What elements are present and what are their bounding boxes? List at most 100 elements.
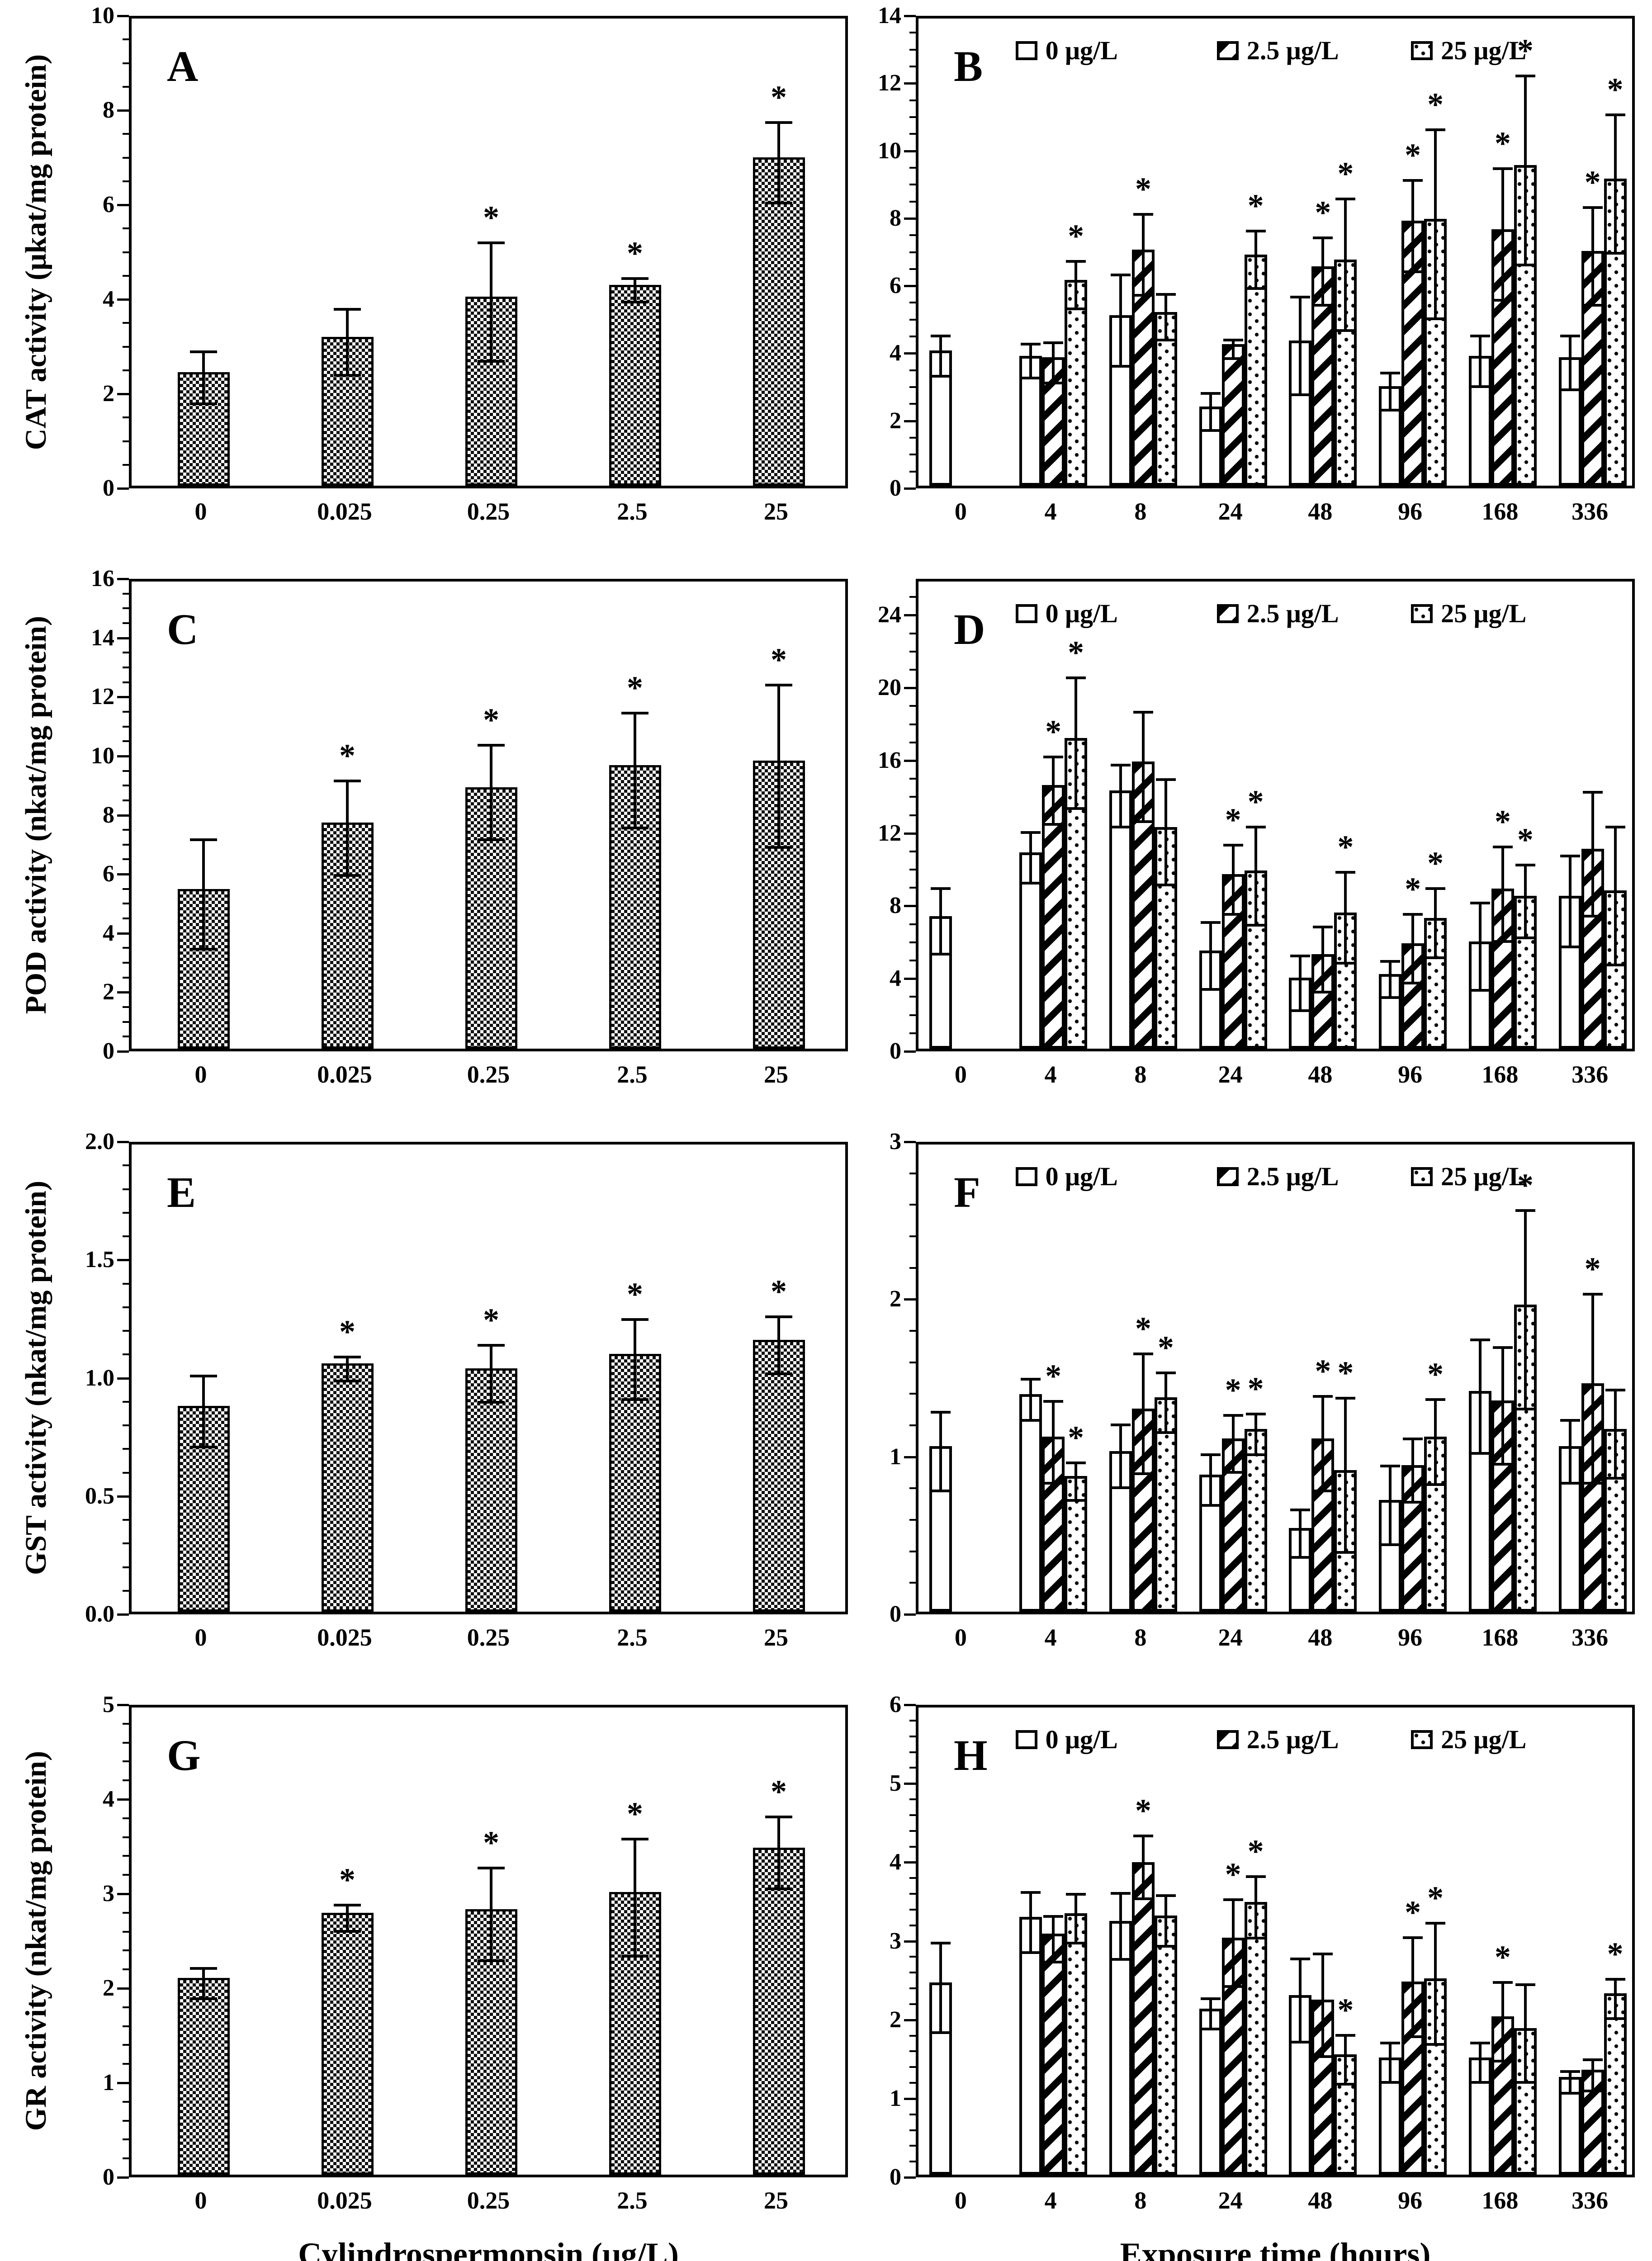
error-bar-line bbox=[1524, 76, 1527, 265]
error-bar-line bbox=[1344, 2035, 1347, 2084]
significance-asterisk: * bbox=[771, 79, 787, 115]
error-bar-cap-bottom bbox=[1470, 385, 1490, 388]
significance-asterisk: * bbox=[1517, 1167, 1534, 1204]
y-minor-tick bbox=[909, 1330, 916, 1332]
y-tick-label: 14 bbox=[878, 3, 901, 28]
significance-asterisk: * bbox=[1157, 1329, 1174, 1366]
y-major-tick bbox=[117, 1987, 129, 1990]
error-bar-cap-top bbox=[1066, 260, 1086, 263]
error-bar-cap-bottom bbox=[1515, 2081, 1535, 2084]
error-bar-cap-bottom bbox=[1515, 1408, 1535, 1411]
y-major-tick bbox=[904, 1861, 916, 1864]
error-bar-cap-top bbox=[621, 1837, 648, 1840]
y-major-tick bbox=[117, 814, 129, 817]
bar-H-48-25μg/L bbox=[1334, 2054, 1357, 2175]
y-tick-label: 1 bbox=[890, 2085, 901, 2111]
y-minor-tick bbox=[123, 1911, 129, 1914]
error-bar-cap-top bbox=[1605, 825, 1625, 828]
error-bar-cap-top bbox=[1066, 676, 1086, 680]
error-bar-cap-bottom bbox=[1043, 823, 1064, 826]
y-minor-tick bbox=[123, 770, 129, 772]
x-category-label: 0 bbox=[194, 1624, 207, 1651]
error-bar-cap-bottom bbox=[1223, 357, 1243, 360]
error-bar-cap-top bbox=[1403, 1438, 1423, 1441]
significance-asterisk: * bbox=[771, 641, 787, 678]
error-bar-cap-bottom bbox=[478, 359, 505, 363]
error-bar-line bbox=[777, 685, 780, 847]
error-bar-cap-bottom bbox=[1425, 2043, 1446, 2046]
panel-C: * * * * C 0 2 4 6 8 10 12 14 16 0 0.025 0.25 2.5 25 POD act… bbox=[0, 563, 859, 1126]
error-bar-cap-bottom bbox=[1043, 382, 1064, 385]
y-minor-tick bbox=[909, 2113, 916, 2115]
error-bar-cap-top bbox=[1223, 1414, 1243, 1417]
error-bar-cap-top bbox=[1133, 1353, 1153, 1356]
y-minor-tick bbox=[123, 1188, 129, 1190]
error-bar-line bbox=[1321, 1954, 1325, 2057]
error-bar-cap-bottom bbox=[931, 952, 951, 955]
bar-F-336-25μg/L bbox=[1604, 1428, 1627, 1612]
y-minor-tick bbox=[123, 1448, 129, 1450]
x-category-label: 336 bbox=[1572, 1624, 1609, 1651]
x-category-label: 48 bbox=[1308, 1061, 1333, 1088]
y-major-tick bbox=[904, 905, 916, 908]
error-bar-cap-bottom bbox=[1066, 1499, 1086, 1502]
significance-asterisk: * bbox=[1517, 32, 1534, 69]
y-tick-label: 1 bbox=[890, 1443, 901, 1470]
y-minor-tick bbox=[909, 723, 916, 725]
y-minor-tick bbox=[123, 1760, 129, 1763]
y-tick-label: 2 bbox=[103, 381, 114, 407]
y-minor-tick bbox=[123, 2044, 129, 2046]
x-category-label: 0 bbox=[954, 1624, 967, 1651]
error-bar-cap-top bbox=[1200, 1453, 1221, 1457]
error-bar-cap-top bbox=[1313, 237, 1333, 240]
error-bar-cap-bottom bbox=[1425, 1483, 1446, 1486]
legend-item-0μg/L: 0 μg/L bbox=[1015, 1726, 1118, 1753]
y-major-tick bbox=[117, 1613, 129, 1616]
y-minor-tick bbox=[909, 302, 916, 304]
legend-swatch-icon bbox=[1411, 604, 1433, 623]
error-bar-line bbox=[777, 1817, 780, 1889]
x-category-label: 168 bbox=[1482, 1061, 1519, 1088]
error-bar-line bbox=[1501, 1348, 1504, 1465]
x-category-label: 0.025 bbox=[317, 498, 372, 525]
y-tick-label: 0 bbox=[103, 475, 114, 501]
y-minor-tick bbox=[123, 888, 129, 890]
significance-asterisk: * bbox=[1494, 803, 1511, 840]
error-bar-cap-top bbox=[478, 1867, 505, 1870]
y-tick-label: 2 bbox=[103, 1975, 114, 2001]
error-bar-cap-bottom bbox=[1110, 825, 1131, 828]
error-bar-line bbox=[1568, 336, 1572, 390]
error-bar-line bbox=[1501, 169, 1504, 301]
error-bar-cap-top bbox=[1043, 1400, 1064, 1403]
bar-D-8-0μg/L bbox=[1109, 790, 1132, 1049]
y-minor-tick bbox=[123, 416, 129, 419]
error-bar-cap-bottom bbox=[1223, 913, 1243, 916]
error-bar-cap-top bbox=[1290, 1957, 1311, 1960]
error-bar-cap-top bbox=[1470, 902, 1490, 905]
error-bar-line bbox=[1299, 955, 1302, 1011]
y-minor-tick bbox=[123, 1855, 129, 1857]
x-axis-title-right: Exposure time (hours) bbox=[1120, 2236, 1431, 2261]
y-tick-label: 10 bbox=[91, 3, 114, 28]
error-bar-line bbox=[202, 840, 205, 950]
error-bar-cap-top bbox=[931, 334, 951, 337]
y-tick-label: 12 bbox=[878, 820, 901, 846]
y-minor-tick bbox=[909, 403, 916, 405]
error-bar-cap-top bbox=[1245, 1875, 1266, 1878]
significance-asterisk: * bbox=[339, 737, 355, 774]
y-major-tick bbox=[117, 1893, 129, 1895]
error-bar-cap-bottom bbox=[1380, 2081, 1401, 2084]
y-minor-tick bbox=[909, 1751, 916, 1753]
legend-label: 0 μg/L bbox=[1045, 1162, 1118, 1191]
y-tick-label: 2.0 bbox=[85, 1129, 114, 1154]
significance-asterisk: * bbox=[1337, 1991, 1354, 2028]
error-bar-line bbox=[1591, 208, 1594, 306]
y-minor-tick bbox=[123, 592, 129, 595]
y-major-tick bbox=[117, 109, 129, 112]
y-minor-tick bbox=[123, 962, 129, 964]
error-bar-cap-bottom bbox=[1560, 1481, 1580, 1485]
panel-letter-H: H bbox=[954, 1731, 988, 1779]
error-bar-cap-bottom bbox=[1200, 988, 1221, 991]
panel-E: * * * * E 0.0 0.5 1.0 1.5 2.0 0 0.025 0.25 2.5 25 GST a… bbox=[0, 1126, 859, 1689]
error-bar-line bbox=[1209, 1455, 1212, 1505]
